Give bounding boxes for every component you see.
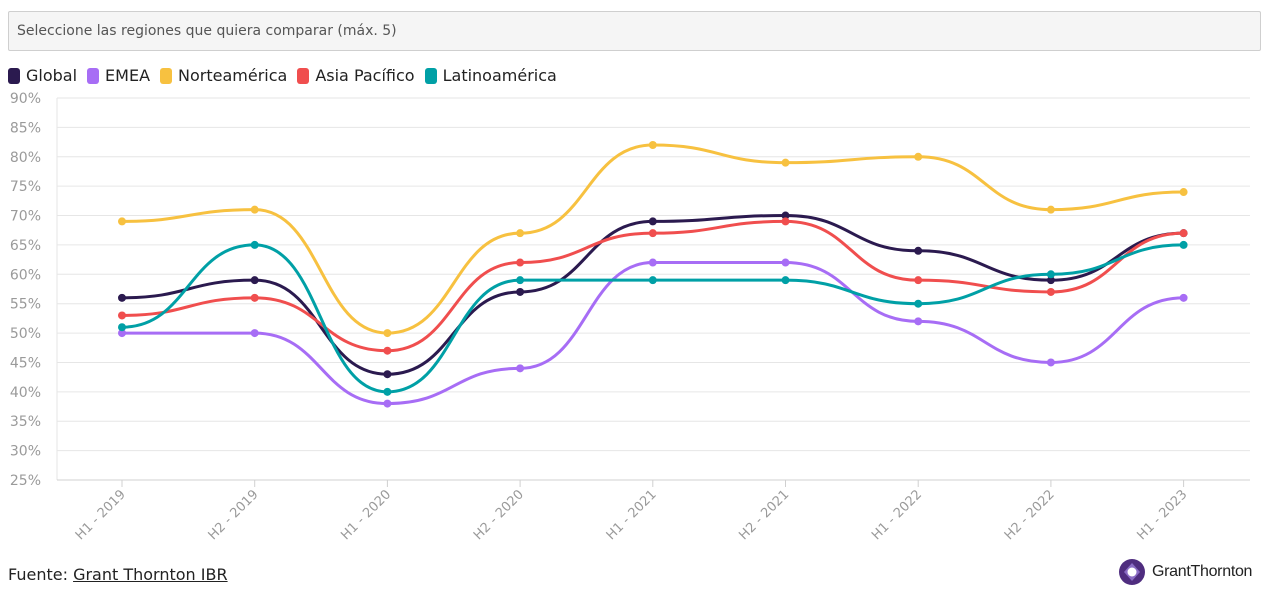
data-point-emea bbox=[1046, 358, 1055, 367]
x-tick-label: H1 - 2022 bbox=[869, 487, 925, 543]
data-point-emea bbox=[118, 329, 126, 338]
legend-label: Latinoamérica bbox=[442, 66, 557, 85]
data-point-norteam-rica bbox=[1179, 188, 1188, 197]
x-tick-label: H1 - 2021 bbox=[604, 487, 660, 543]
data-point-asia-pac-fico bbox=[781, 217, 790, 226]
data-point-latinoam-rica bbox=[1179, 240, 1188, 249]
line-chart: 25% 30% 35% 40% 45% 50% 55% 60% 65% 70% 75% 80% 85% 9… bbox=[10, 91, 1250, 543]
y-tick-label: 40% bbox=[10, 385, 41, 401]
data-point-latinoam-rica bbox=[250, 240, 259, 249]
data-point-asia-pac-fico bbox=[250, 293, 259, 302]
data-point-global bbox=[250, 276, 259, 285]
data-point-asia-pac-fico bbox=[118, 311, 126, 320]
region-select-input[interactable]: Seleccione las regiones que quiera compa… bbox=[8, 11, 1261, 51]
data-point-latinoam-rica bbox=[516, 276, 525, 285]
y-tick-label: 50% bbox=[10, 326, 41, 342]
legend-label: EMEA bbox=[105, 66, 151, 85]
data-point-norteam-rica bbox=[781, 158, 790, 167]
legend-swatch bbox=[87, 67, 100, 84]
legend-swatch bbox=[8, 67, 20, 84]
data-point-latinoam-rica bbox=[648, 276, 657, 285]
source-footer: Fuente: Grant Thornton IBR bbox=[8, 565, 228, 584]
x-tick-label: H2 - 2020 bbox=[471, 487, 527, 543]
data-point-norteam-rica bbox=[250, 205, 259, 214]
y-tick-label: 75% bbox=[10, 179, 41, 195]
y-tick-label: 85% bbox=[10, 120, 41, 136]
legend-swatch bbox=[160, 67, 173, 84]
data-point-latinoam-rica bbox=[1046, 270, 1055, 279]
data-point-asia-pac-fico bbox=[1046, 287, 1055, 296]
data-point-emea bbox=[781, 258, 790, 267]
legend-item-emea[interactable]: EMEA bbox=[87, 66, 150, 85]
data-point-asia-pac-fico bbox=[516, 258, 525, 267]
y-tick-label: 25% bbox=[10, 473, 41, 489]
logo-text: GrantThornton bbox=[1152, 563, 1253, 580]
grant-thornton-logo-icon bbox=[1119, 559, 1145, 585]
data-point-latinoam-rica bbox=[781, 276, 790, 285]
y-tick-label: 65% bbox=[10, 238, 41, 254]
source-link[interactable]: Grant Thornton IBR bbox=[73, 565, 228, 584]
data-point-emea bbox=[648, 258, 657, 267]
data-point-asia-pac-fico bbox=[1179, 229, 1188, 238]
data-point-global bbox=[383, 370, 392, 379]
data-point-global bbox=[781, 211, 790, 220]
legend-item-latinoam-rica[interactable]: Latinoamérica bbox=[424, 66, 557, 85]
x-tick-label: H2 - 2021 bbox=[736, 487, 792, 543]
data-point-emea bbox=[516, 364, 525, 373]
data-point-global bbox=[914, 246, 923, 255]
legend-item-asia-pac-fico[interactable]: Asia Pacífico bbox=[297, 66, 415, 85]
data-point-asia-pac-fico bbox=[914, 276, 923, 285]
data-point-global bbox=[516, 287, 525, 296]
data-point-latinoam-rica bbox=[914, 299, 923, 308]
legend-swatch bbox=[297, 67, 310, 84]
data-point-global bbox=[1046, 276, 1055, 285]
data-point-global bbox=[118, 293, 126, 302]
data-point-emea bbox=[1179, 293, 1188, 302]
data-point-global bbox=[648, 217, 657, 226]
data-point-norteam-rica bbox=[118, 217, 126, 226]
x-tick-label: H1 - 2020 bbox=[338, 487, 394, 543]
y-tick-label: 80% bbox=[10, 150, 41, 166]
series-line-norteam-rica bbox=[120, 143, 1186, 335]
y-tick-label: 35% bbox=[10, 414, 41, 430]
y-tick-label: 30% bbox=[10, 444, 41, 460]
data-point-emea bbox=[250, 329, 259, 338]
legend-swatch bbox=[424, 67, 437, 84]
legend-item-global[interactable]: Global bbox=[8, 66, 77, 85]
chart-legend: Global EMEA Norteamérica Asia Pacífico Latin… bbox=[8, 66, 567, 85]
legend-label: Global bbox=[26, 66, 78, 85]
x-tick-label: H1 - 2023 bbox=[1135, 487, 1191, 543]
grant-thornton-logo: GrantThornton bbox=[1118, 558, 1252, 586]
x-tick-label: H1 - 2019 bbox=[73, 487, 129, 543]
data-point-norteam-rica bbox=[383, 329, 392, 338]
data-point-asia-pac-fico bbox=[383, 346, 392, 355]
y-tick-label: 90% bbox=[10, 91, 41, 107]
y-tick-label: 45% bbox=[10, 355, 41, 371]
data-point-norteam-rica bbox=[914, 152, 923, 161]
data-point-norteam-rica bbox=[648, 141, 657, 150]
region-select-placeholder: Seleccione las regiones que quiera compa… bbox=[17, 23, 397, 39]
y-tick-label: 60% bbox=[10, 267, 41, 283]
data-point-emea bbox=[383, 399, 392, 408]
series-line-latinoam-rica bbox=[120, 243, 1186, 394]
y-tick-label: 55% bbox=[10, 297, 41, 313]
legend-label: Asia Pacífico bbox=[315, 66, 415, 85]
x-tick-label: H2 - 2022 bbox=[1002, 487, 1058, 543]
data-point-asia-pac-fico bbox=[648, 229, 657, 238]
data-point-latinoam-rica bbox=[118, 323, 126, 332]
y-tick-label: 70% bbox=[10, 209, 41, 225]
legend-item-norteam-rica[interactable]: Norteamérica bbox=[160, 66, 287, 85]
legend-label: Norteamérica bbox=[178, 66, 288, 85]
x-tick-label: H2 - 2019 bbox=[206, 487, 262, 543]
data-point-latinoam-rica bbox=[383, 387, 392, 396]
data-point-norteam-rica bbox=[1046, 205, 1055, 214]
data-point-emea bbox=[914, 317, 923, 326]
source-label: Fuente: bbox=[8, 565, 68, 584]
data-point-norteam-rica bbox=[516, 229, 525, 238]
series-line-global bbox=[120, 214, 1186, 376]
